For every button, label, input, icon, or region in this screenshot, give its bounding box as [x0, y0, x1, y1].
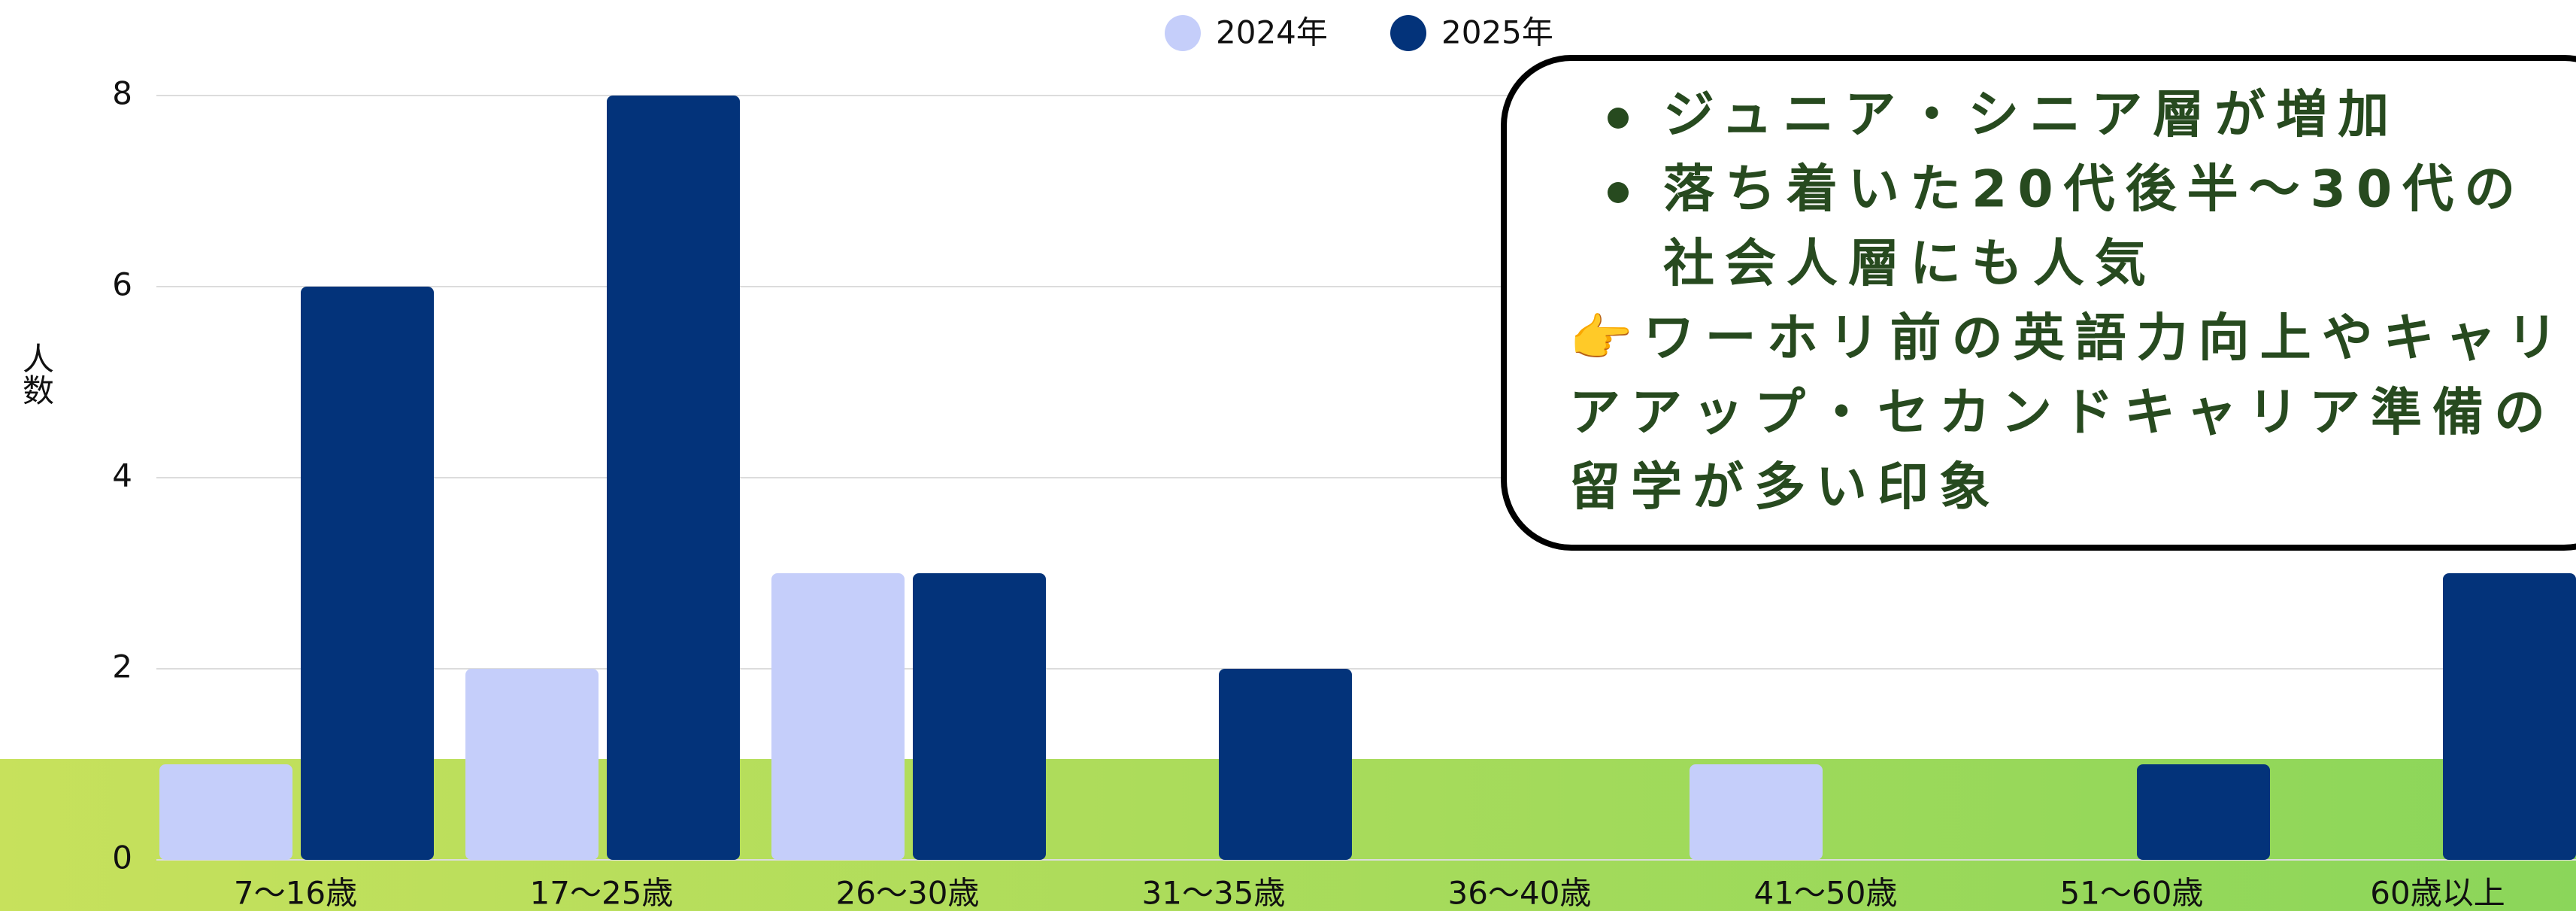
bar	[301, 287, 434, 860]
y-tick-label: 0	[112, 840, 132, 876]
y-axis-label: 人数	[18, 342, 55, 405]
x-tick-label: 7〜16歳	[234, 875, 357, 911]
annotation-text: 👉ワーホリ前の英語力向上やキャリ	[1569, 309, 2568, 369]
y-tick-label: 4	[112, 457, 132, 494]
x-tick-label: 51〜60歳	[2060, 875, 2204, 911]
bar	[1690, 764, 1823, 860]
legend-label: 2024年	[1216, 14, 1328, 51]
legend-label: 2025年	[1441, 14, 1553, 51]
annotation-text: 社会人層にも人気	[1663, 235, 2156, 294]
bar	[1219, 669, 1352, 860]
annotation-text: ジュニア・シニア層が増加	[1663, 86, 2399, 145]
legend-swatch	[1390, 15, 1426, 51]
bullet-dot	[1608, 182, 1629, 203]
annotation-text: 留学が多い印象	[1569, 458, 2001, 518]
bar	[2137, 764, 2270, 860]
x-tick-label: 26〜30歳	[836, 875, 980, 911]
y-tick-label: 2	[112, 648, 132, 685]
legend-swatch	[1165, 15, 1201, 51]
x-tick-label: 41〜50歳	[1754, 875, 1898, 911]
annotation-box	[1501, 55, 2576, 551]
bar	[607, 96, 740, 860]
annotation-text: 落ち着いた20代後半〜30代の	[1663, 160, 2526, 220]
x-tick-label: 60歳以上	[2370, 875, 2505, 911]
bar	[771, 573, 905, 860]
bar	[913, 573, 1046, 860]
x-tick-label: 31〜35歳	[1142, 875, 1286, 911]
bar	[159, 764, 292, 860]
x-tick-label: 36〜40歳	[1448, 875, 1592, 911]
bullet-dot	[1608, 108, 1629, 129]
y-tick-label: 8	[112, 75, 132, 112]
bar	[2443, 573, 2576, 860]
x-tick-label: 17〜25歳	[530, 875, 674, 911]
bar	[465, 669, 599, 860]
annotation-text: アアップ・セカンドキャリア準備の	[1569, 384, 2556, 443]
y-tick-label: 6	[112, 266, 132, 303]
